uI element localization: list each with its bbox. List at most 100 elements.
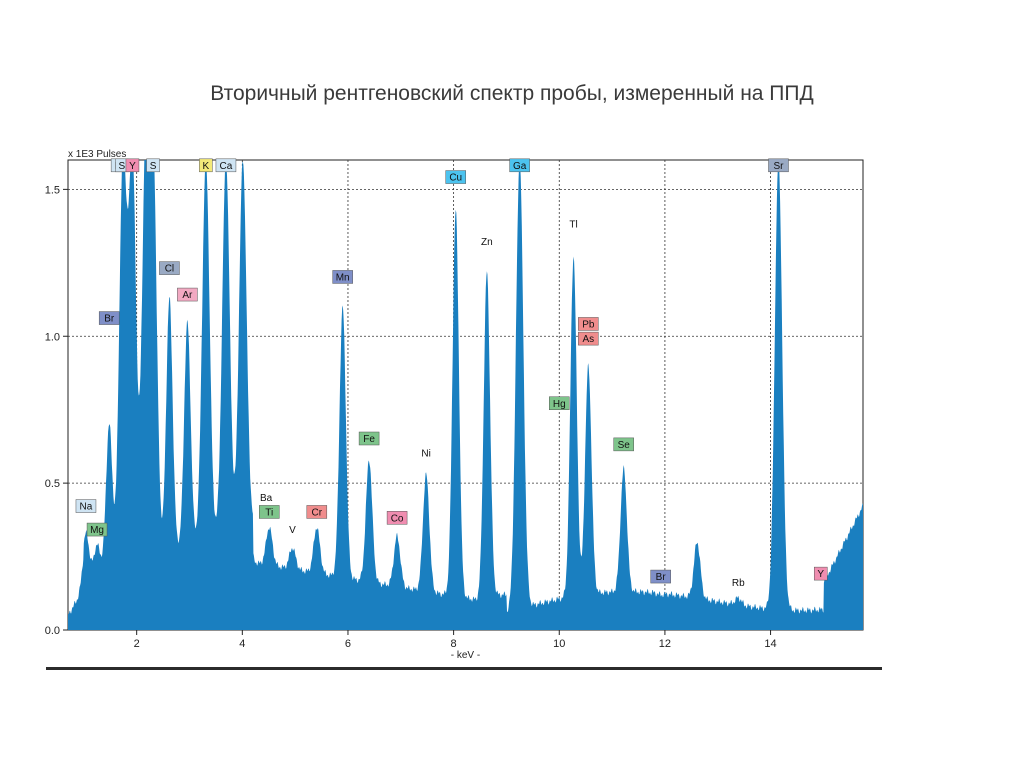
slide-title: Вторичный рентгеновский спектр пробы, из… [210,82,814,105]
peak-label: Se [613,437,634,452]
peak-label: Y [813,566,828,581]
peak-label-text: Y [129,161,136,172]
peak-label: Co [386,511,408,525]
peak-label: Mg [86,522,108,537]
peak-label-text: Fe [363,434,375,445]
peak-label-text: Hg [553,399,566,410]
x-tick-label: 12 [659,638,671,650]
x-tick-label: 6 [345,638,351,650]
peak-label: Ca [215,158,237,173]
peak-label-text: Cr [312,507,323,518]
y-tick-label: 1.0 [45,331,60,343]
peak-label: Tl [569,220,577,231]
peak-label-box [332,270,353,284]
peak-label-text: Mn [336,272,350,283]
peak-label-box [146,158,160,173]
peak-labels: NaMgBrPSYSClArKCaBaTiVCrMnFeCoNiCuZnGaTl… [75,158,828,589]
peak-label: Ti [259,505,280,519]
peak-label-box [509,158,530,173]
peak-label: Mn [332,270,353,284]
x-tick-label: 2 [134,638,140,650]
x-tick-label: 8 [451,638,457,650]
peak-label: Pb [578,317,599,331]
peak-label-text: Cu [449,173,462,184]
x-tick-label: 10 [553,638,565,650]
peak-label: V [289,525,296,536]
peak-label: Cu [445,170,466,184]
peak-label-text: Pb [582,319,595,330]
peak-label-box [199,158,213,173]
peak-label: S [146,158,160,173]
peak-label-box [259,505,280,519]
axes: 2 4 6 8 10 12 14 0.0 0.5 1.0 1.5 [45,184,777,650]
peak-label-box [445,170,466,184]
peak-label-box [177,287,198,302]
peak-label-text: V [289,525,296,536]
peak-label: Br [650,569,671,584]
peak-label: Ba [260,493,273,504]
y-tick-label: 1.5 [45,184,60,196]
peak-label-box [159,261,180,275]
x-axis-label: - keV - [451,650,480,661]
peak-label-text: Mg [90,525,104,536]
peak-label-box [98,311,120,325]
peak-label: Hg [549,396,570,410]
peak-label-text: Cl [165,264,174,275]
peak-label-text: Ar [182,290,193,301]
peak-label-box [650,569,671,584]
peak-label-text: Se [618,440,631,451]
peak-label-box [215,158,237,173]
peak-label: Sr [768,158,789,173]
peak-label-box [613,437,634,452]
peak-label: Cr [306,505,328,519]
peak-label-box [813,566,828,581]
spectrum-fill [68,160,863,630]
peak-label-text: S [150,161,157,172]
peak-label-box [578,317,599,331]
peak-label-text: Ba [260,493,273,504]
peak-label-text: Br [656,572,667,583]
y-tick-label: 0.5 [45,478,60,490]
peak-label-text: As [582,334,594,345]
peak-label-box [578,331,599,346]
x-tick-label: 4 [239,638,245,650]
peak-label-box [125,158,140,173]
peak-label-text: Rb [732,578,745,589]
peak-label: Zn [481,237,493,248]
x-tick-label: 14 [764,638,776,650]
peak-label: Ni [421,449,430,460]
peak-label-box [768,158,789,173]
peak-label-text: Ni [421,449,430,460]
peak-label-text: Ca [220,161,233,172]
peak-label-box [75,499,97,513]
peak-label-box [386,511,408,525]
peak-label-text: Na [80,502,93,513]
peak-label-text: S [119,161,126,172]
peak-label: Na [75,499,97,513]
peak-label: Ga [509,158,530,173]
peak-label: Cl [159,261,180,275]
y-axis-label: x 1E3 Pulses [68,149,126,160]
peak-label: K [199,158,213,173]
peak-label: Ar [177,287,198,302]
peak-label: Fe [358,431,380,446]
peak-label-text: Zn [481,237,493,248]
spectrum-area [68,160,863,630]
peak-label-box [306,505,328,519]
peak-label: S [115,158,129,173]
peak-label-text: Br [104,314,115,325]
peak-label-text: Sr [773,161,784,172]
peak-label-box [86,522,108,537]
peak-label-text: K [203,161,210,172]
peak-label-text: Ga [513,161,527,172]
peak-label: Br [98,311,120,325]
peak-label: Rb [732,578,745,589]
slide-bottom-rule [46,667,882,670]
peak-label: As [578,331,599,346]
peak-label: Y [125,158,140,173]
peak-label-text: Y [817,569,824,580]
peak-label-box [549,396,570,410]
peak-label-text: Co [391,513,404,524]
peak-label-text: Ti [265,507,273,518]
